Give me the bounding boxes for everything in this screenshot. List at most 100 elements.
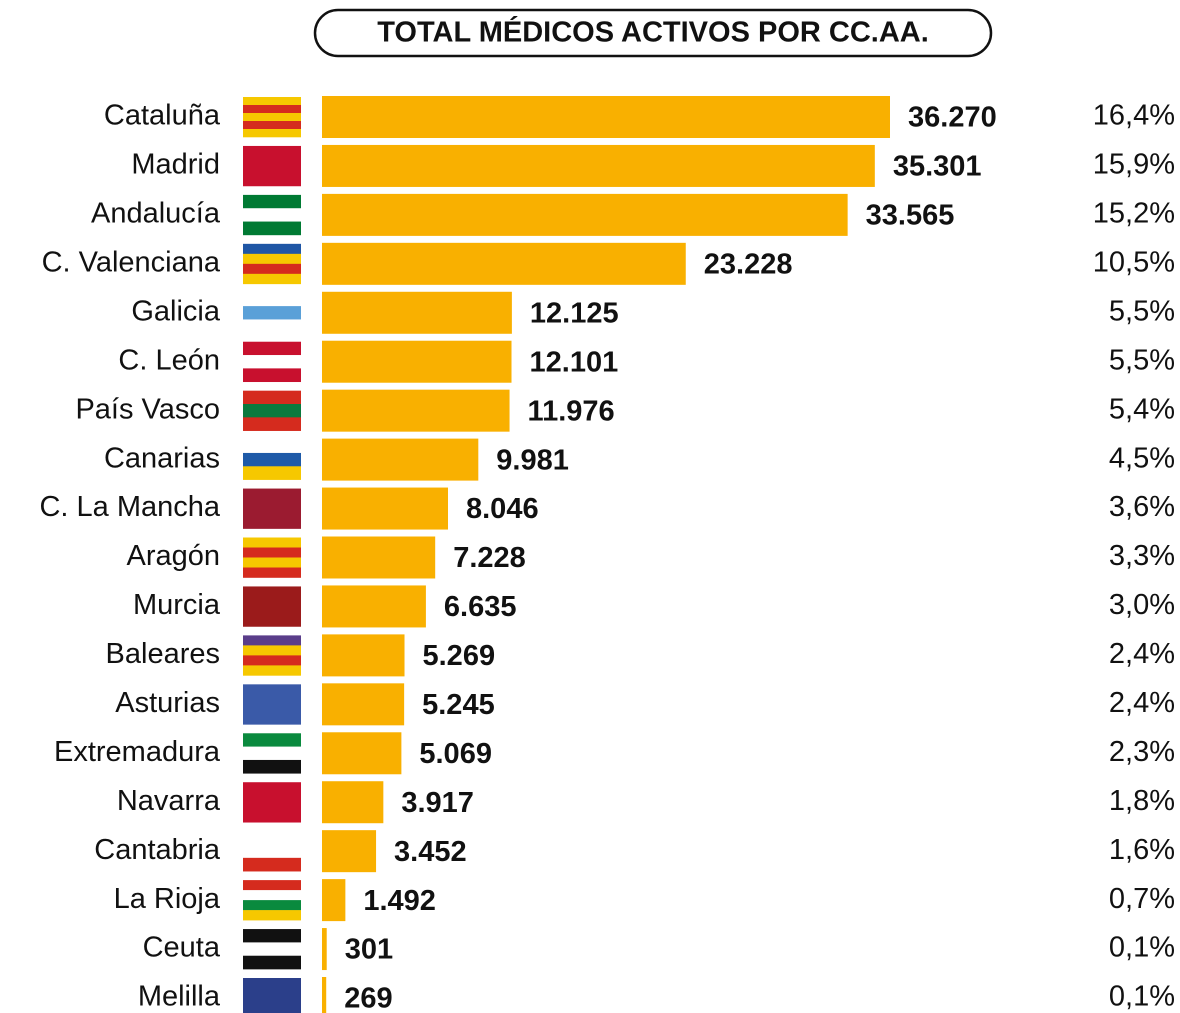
category-label: Baleares xyxy=(106,638,220,670)
flag-stripe xyxy=(243,355,301,369)
flag-stripe xyxy=(243,746,301,761)
flag-stripe xyxy=(243,319,301,334)
value-label: 3.917 xyxy=(401,787,474,819)
flag-stripe xyxy=(243,900,301,911)
bar xyxy=(322,144,875,187)
flag-stripe xyxy=(243,567,301,578)
bar xyxy=(322,536,436,579)
flag-stripe xyxy=(243,978,301,1013)
category-label: Ceuta xyxy=(143,932,221,964)
value-label: 11.976 xyxy=(528,395,615,427)
bar xyxy=(322,683,405,726)
flag-stripe xyxy=(243,129,301,138)
flag-stripe xyxy=(243,955,301,970)
category-label: C. La Mancha xyxy=(39,491,220,523)
category-label: País Vasco xyxy=(75,393,220,425)
flag-stripe xyxy=(243,857,301,872)
bar xyxy=(322,977,327,1013)
flag-stripe xyxy=(243,121,301,130)
flag-stripe xyxy=(243,368,301,383)
share-label: 10,5% xyxy=(1093,246,1175,278)
share-label: 16,4% xyxy=(1093,100,1175,132)
flag-stripe xyxy=(243,452,301,467)
flag-stripe xyxy=(243,221,301,236)
flag-stripe xyxy=(243,439,301,454)
share-label: 15,2% xyxy=(1093,198,1175,230)
value-label: 3.452 xyxy=(394,836,467,868)
category-label: C. Valenciana xyxy=(42,246,221,278)
value-label: 6.635 xyxy=(444,591,517,623)
flag-stripe xyxy=(243,263,301,275)
share-label: 15,9% xyxy=(1093,149,1175,181)
bar xyxy=(322,585,426,628)
flag-stripe xyxy=(243,113,301,122)
value-label: 33.565 xyxy=(866,200,955,232)
bar xyxy=(322,193,848,236)
category-label: Extremadura xyxy=(54,736,221,768)
value-label: 7.228 xyxy=(453,542,526,574)
category-label: Cantabria xyxy=(94,834,221,866)
category-label: Madrid xyxy=(131,149,220,181)
bar xyxy=(322,879,346,922)
share-label: 2,3% xyxy=(1109,736,1175,768)
value-label: 1.492 xyxy=(363,885,436,917)
share-label: 3,6% xyxy=(1109,491,1175,523)
share-label: 0,7% xyxy=(1109,883,1175,915)
category-label: Navarra xyxy=(117,785,221,817)
flag-stripe xyxy=(243,417,301,431)
value-label: 301 xyxy=(345,934,393,966)
flag-stripe xyxy=(243,390,301,405)
flag-stripe xyxy=(243,537,301,548)
bar xyxy=(322,340,512,383)
category-label: Aragón xyxy=(126,540,220,572)
category-label: Asturias xyxy=(115,687,220,719)
flag-stripe xyxy=(243,547,301,558)
flag-stripe xyxy=(243,831,301,845)
bar xyxy=(322,438,479,481)
bar xyxy=(322,389,510,432)
category-label: La Rioja xyxy=(114,883,221,915)
value-label: 5.245 xyxy=(422,689,495,721)
title-frame xyxy=(313,8,993,58)
share-label: 3,0% xyxy=(1109,589,1175,621)
flag-stripe xyxy=(243,97,301,106)
value-label: 23.228 xyxy=(704,248,793,280)
flag-stripe xyxy=(243,488,301,529)
flag-stripe xyxy=(243,655,301,666)
flag-stripe xyxy=(243,684,301,725)
flag-stripe xyxy=(243,586,301,627)
flag-stripe xyxy=(243,306,301,320)
bar xyxy=(322,634,405,677)
bar xyxy=(322,291,512,334)
flag-stripe xyxy=(243,105,301,114)
flag-stripe xyxy=(243,929,301,943)
flag-stripe xyxy=(243,759,301,774)
flag-stripe xyxy=(243,404,301,418)
value-label: 8.046 xyxy=(466,493,539,525)
share-label: 2,4% xyxy=(1109,638,1175,670)
flag-stripe xyxy=(243,910,301,921)
value-label: 36.270 xyxy=(908,102,997,134)
flag-stripe xyxy=(243,880,301,891)
chart-title: TOTAL MÉDICOS ACTIVOS POR CC.AA. xyxy=(377,15,929,49)
flag-stripe xyxy=(243,273,301,285)
share-label: 5,5% xyxy=(1109,295,1175,327)
value-label: 5.269 xyxy=(423,640,496,672)
category-label: Cataluña xyxy=(104,100,221,132)
flag-stripe xyxy=(243,466,301,480)
flag-stripe xyxy=(243,341,301,356)
share-label: 0,1% xyxy=(1109,981,1175,1013)
flag-stripe xyxy=(243,733,301,747)
share-label: 1,6% xyxy=(1109,834,1175,866)
bar xyxy=(322,928,327,971)
value-label: 35.301 xyxy=(893,151,982,183)
flag-stripe xyxy=(243,243,301,255)
flag-stripe xyxy=(243,208,301,222)
category-label: Canarias xyxy=(104,442,220,474)
flag-stripe xyxy=(243,635,301,646)
flag-stripe xyxy=(243,942,301,957)
flag-stripe xyxy=(243,292,301,307)
category-label: Galicia xyxy=(131,295,221,327)
